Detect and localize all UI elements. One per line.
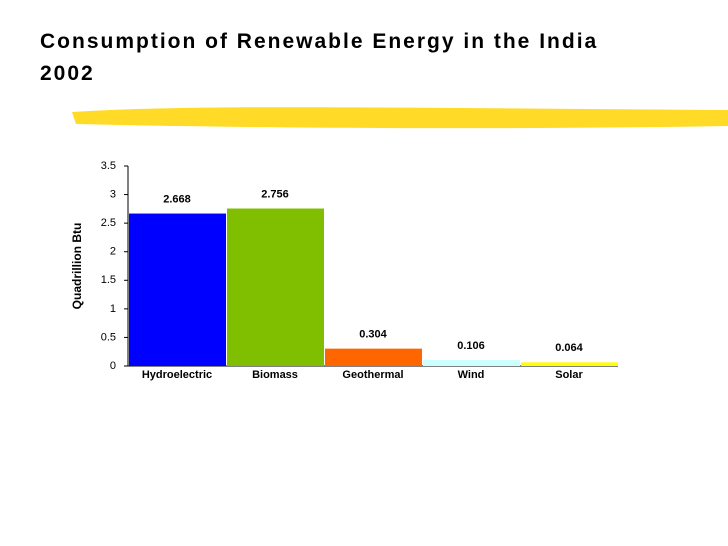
x-tick-label: Wind <box>458 369 485 381</box>
bar <box>227 208 324 366</box>
value-label: 2.668 <box>163 193 191 205</box>
x-tick-label: Solar <box>555 369 583 381</box>
y-tick-label: 1 <box>110 303 116 315</box>
y-tick-label: 3 <box>110 188 116 200</box>
bar <box>521 362 618 366</box>
bar <box>129 213 226 366</box>
y-tick-label: 2.5 <box>101 217 116 229</box>
x-tick-label: Hydroelectric <box>142 369 212 381</box>
y-tick-label: 1.5 <box>101 274 116 286</box>
value-label: 0.106 <box>457 340 485 352</box>
chart-title: Consumption of Renewable Energy in the I… <box>40 30 599 85</box>
x-tick-label: Geothermal <box>342 369 403 381</box>
bar <box>423 359 520 366</box>
y-tick-label: 2 <box>110 246 116 258</box>
y-axis-label: Quadrillion Btu <box>70 223 84 310</box>
bar <box>325 348 422 366</box>
x-tick-label: Biomass <box>252 369 298 381</box>
title-underline <box>72 107 728 129</box>
y-tick-label: 0.5 <box>101 331 116 343</box>
value-label: 0.304 <box>359 329 387 341</box>
value-label: 0.064 <box>555 342 583 354</box>
y-tick-label: 3.5 <box>101 160 116 172</box>
value-label: 2.756 <box>261 188 289 200</box>
y-tick-label: 0 <box>110 360 116 372</box>
